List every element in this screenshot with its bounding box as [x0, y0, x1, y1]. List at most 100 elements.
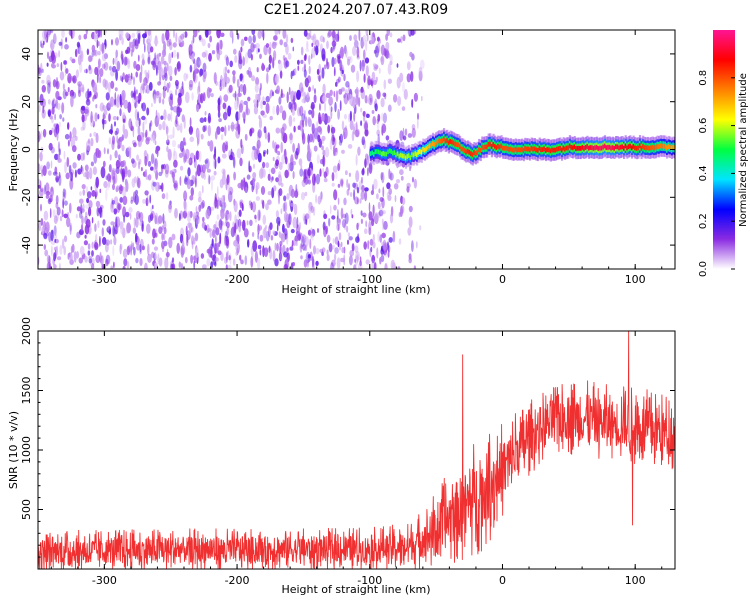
noise-speck [161, 49, 167, 57]
chart-title: C2E1.2024.207.07.43.R09 [264, 2, 448, 18]
noise-speck [98, 58, 101, 68]
noise-speck [234, 90, 237, 102]
noise-speck [270, 167, 276, 175]
noise-speck [268, 63, 271, 71]
noise-speck [176, 124, 181, 131]
noise-speck [116, 116, 119, 121]
noise-speck [299, 221, 301, 231]
noise-speck [133, 246, 136, 256]
noise-speck [276, 223, 279, 232]
noise-speck [151, 238, 155, 245]
noise-speck [355, 170, 360, 183]
signal-cell [377, 149, 380, 155]
noise-speck [173, 182, 178, 189]
noise-speck [274, 30, 279, 36]
colorbar: 0.00.20.40.60.8 Normalized spectral ampl… [698, 30, 749, 277]
noise-speck [59, 215, 63, 222]
noise-speck [123, 258, 128, 267]
noise-speck [380, 57, 384, 62]
noise-speck [356, 70, 360, 83]
noise-speck [158, 67, 162, 73]
noise-speck [330, 106, 333, 112]
noise-speck [331, 259, 336, 267]
noise-speck [103, 181, 108, 189]
noise-speck [86, 197, 90, 204]
noise-speck [72, 127, 77, 138]
noise-speck [311, 173, 316, 186]
noise-speck [138, 158, 142, 165]
noise-speck [327, 30, 332, 37]
noise-speck [178, 261, 181, 269]
noise-speck [163, 109, 167, 121]
y-tick-label: -40 [20, 236, 33, 254]
signal-cell [662, 143, 665, 149]
noise-speck [50, 229, 54, 242]
noise-speck [50, 63, 55, 68]
noise-speck [376, 118, 380, 124]
noise-speck [240, 46, 243, 53]
noise-speck [48, 255, 51, 267]
noise-speck [326, 254, 330, 262]
noise-speck [200, 253, 205, 259]
noise-speck [382, 239, 387, 251]
noise-speck [106, 173, 111, 182]
noise-speck [326, 40, 329, 49]
noise-speck [321, 251, 324, 256]
noise-speck [178, 35, 183, 45]
noise-speck [204, 30, 209, 38]
noise-speck [217, 186, 219, 198]
noise-speck [317, 126, 322, 133]
noise-speck [214, 200, 218, 206]
noise-speck [376, 129, 381, 136]
noise-speck [347, 232, 350, 237]
noise-speck [122, 248, 128, 259]
noise-speck [273, 185, 277, 192]
noise-speck [220, 74, 223, 83]
noise-speck [63, 60, 67, 65]
noise-speck [297, 125, 301, 130]
noise-speck [157, 220, 160, 225]
signal-cell [408, 153, 411, 158]
noise-speck [213, 170, 217, 176]
colorbar-ticks: 0.00.20.40.60.8 [698, 70, 735, 277]
signal-cell [559, 145, 562, 151]
noise-speck [165, 192, 169, 200]
noise-speck [164, 257, 169, 269]
noise-speck [232, 74, 236, 84]
signal-cell [414, 151, 417, 156]
noise-speck [383, 220, 388, 230]
noise-speck [69, 252, 73, 264]
noise-speck [145, 169, 147, 178]
noise-speck [290, 228, 295, 234]
noise-speck [163, 41, 167, 52]
noise-speck [400, 36, 403, 44]
noise-speck [356, 222, 359, 231]
noise-speck [302, 213, 306, 221]
noise-speck [96, 39, 99, 48]
noise-speck [137, 111, 140, 121]
noise-speck [255, 182, 260, 190]
noise-speck [176, 51, 179, 60]
signal-cell [459, 144, 462, 149]
noise-speck [152, 181, 157, 187]
noise-speck [417, 112, 419, 121]
noise-speck [150, 46, 154, 53]
noise-speck [81, 215, 84, 225]
noise-speck [216, 126, 221, 135]
noise-speck [389, 32, 393, 38]
noise-speck [211, 229, 216, 239]
noise-speck [337, 240, 340, 248]
noise-speck [221, 153, 227, 159]
noise-speck [55, 245, 59, 256]
noise-speck [192, 72, 198, 84]
noise-speck [77, 81, 82, 87]
noise-speck [114, 56, 118, 65]
noise-speck [299, 105, 304, 117]
noise-speck [144, 155, 148, 167]
signal-cell [573, 144, 576, 150]
noise-speck [55, 90, 60, 100]
noise-speck [222, 142, 227, 154]
noise-speck [387, 194, 392, 201]
noise-speck [117, 138, 121, 150]
noise-speck [85, 90, 90, 100]
